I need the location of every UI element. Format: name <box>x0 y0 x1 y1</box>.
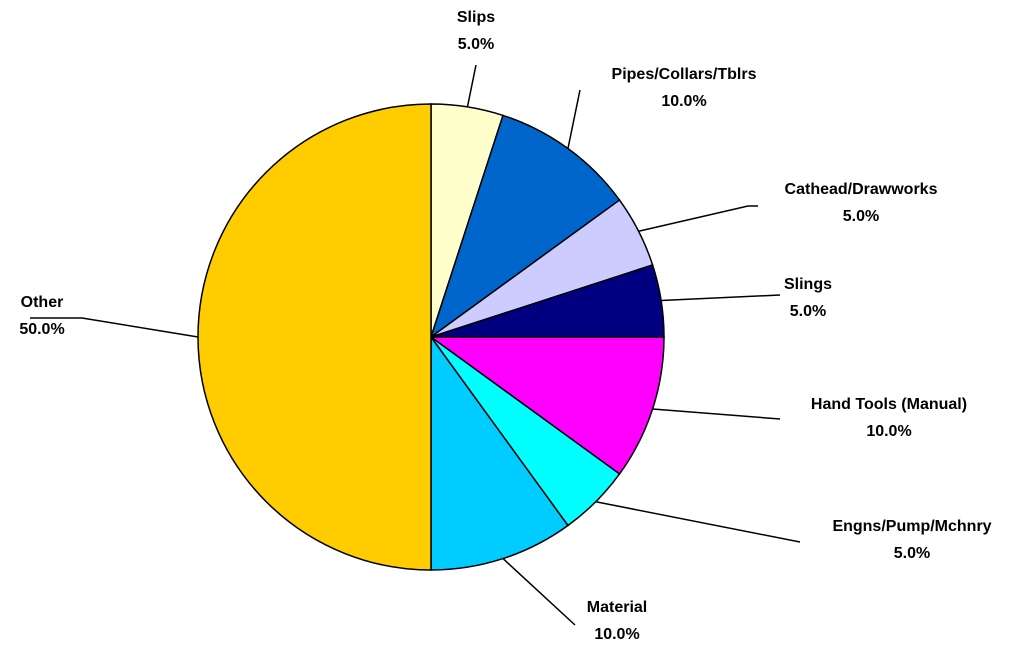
leader-line <box>466 64 477 108</box>
leader-line <box>661 294 781 302</box>
slice-label: Slings <box>784 276 832 293</box>
pie-slice <box>429 114 621 339</box>
leader-line <box>502 558 576 626</box>
slice-value-label: 10.0% <box>661 93 706 110</box>
slice-label: Engns/Pump/Mchnry <box>832 518 991 535</box>
slice-label: Material <box>587 599 647 616</box>
slice-label: Hand Tools (Manual) <box>811 396 967 413</box>
slice-value-label: 10.0% <box>594 626 639 643</box>
leader-line <box>567 89 581 149</box>
pie-slice <box>197 103 432 571</box>
slice-label: Cathead/Drawworks <box>785 181 938 198</box>
slice-value-label: 5.0% <box>894 545 930 562</box>
slice-value-label: 5.0% <box>790 303 826 320</box>
slice-label: Other <box>21 294 64 311</box>
slice-value-label: 5.0% <box>843 208 879 225</box>
slice-value-label: 5.0% <box>458 36 494 53</box>
leader-line <box>652 408 781 420</box>
slice-value-label: 10.0% <box>866 423 911 440</box>
leader-line <box>638 205 758 232</box>
leader-line <box>30 317 199 338</box>
slice-value-label: 50.0% <box>19 321 64 338</box>
slice-label: Pipes/Collars/Tblrs <box>612 66 757 83</box>
slice-label: Slips <box>457 9 495 26</box>
leader-line <box>595 501 801 543</box>
